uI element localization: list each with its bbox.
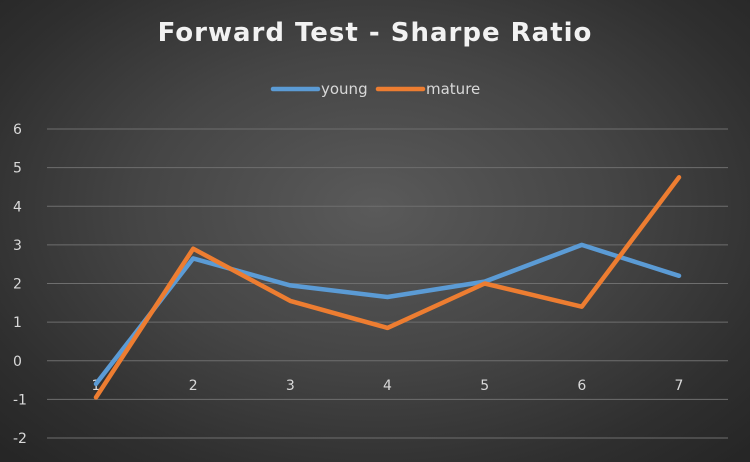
- series-line-young: [93, 242, 682, 387]
- y-tick-label: 1: [13, 315, 22, 331]
- y-tick-label: 6: [13, 122, 22, 138]
- x-tick-label: 7: [675, 378, 684, 394]
- y-axis-ticks: -2 -1 0 1 2 3 4 5 6: [13, 122, 27, 447]
- y-tick-label: 5: [13, 161, 22, 177]
- y-tick-label: 0: [13, 354, 22, 370]
- x-tick-label: 2: [189, 378, 198, 394]
- gridlines: [47, 128, 728, 439]
- legend-label-young: young: [321, 80, 368, 98]
- x-tick-label: 6: [577, 378, 586, 394]
- y-tick-label: 3: [13, 238, 22, 254]
- x-tick-label: 4: [383, 378, 392, 394]
- y-tick-label: -1: [13, 392, 27, 408]
- series-line-mature: [93, 175, 682, 400]
- legend-label-mature: mature: [426, 80, 480, 98]
- y-tick-label: 4: [13, 199, 22, 215]
- series-lines: [93, 175, 682, 400]
- y-tick-label: -2: [13, 431, 27, 447]
- chart-title: Forward Test - Sharpe Ratio: [157, 18, 593, 48]
- legend: young mature: [270, 80, 480, 98]
- y-tick-label: 2: [13, 277, 22, 293]
- x-tick-label: 3: [286, 378, 295, 394]
- x-tick-label: 5: [480, 378, 489, 394]
